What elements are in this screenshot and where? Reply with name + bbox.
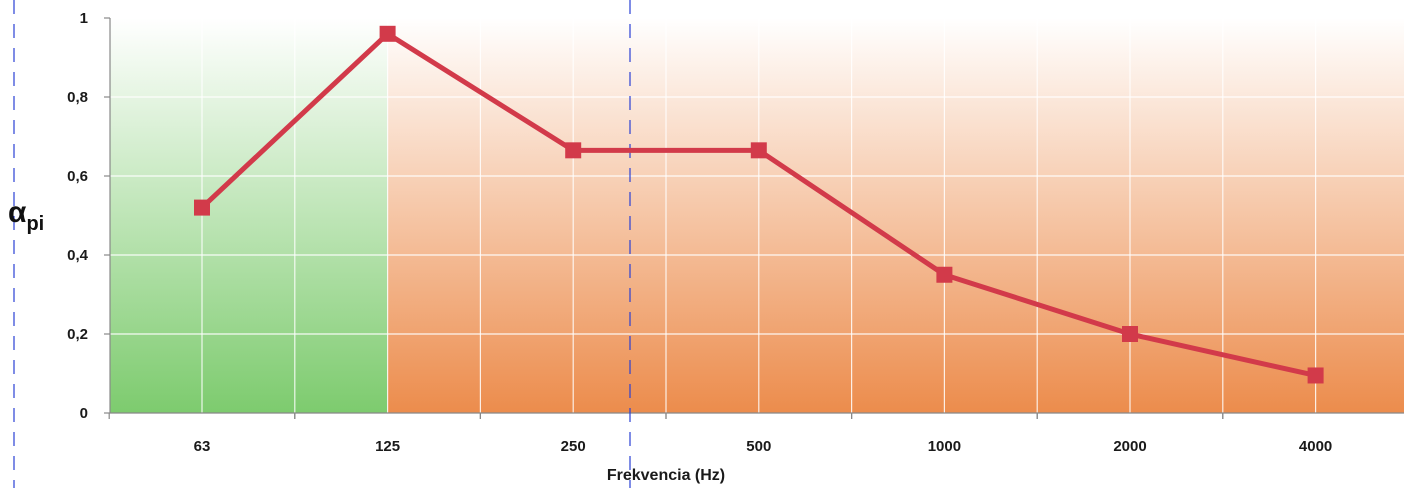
data-point-1000 xyxy=(936,266,953,283)
x-tick-label: 250 xyxy=(561,438,586,455)
y-axis-title-main: α xyxy=(8,196,27,229)
x-axis-title: Frekvencia (Hz) xyxy=(607,467,725,484)
data-point-250 xyxy=(565,142,582,159)
green-zone xyxy=(110,18,388,413)
labels: 0 0,2 0,4 0,6 0,8 1 63 125 250 500 1000 2000 4000 xyxy=(67,10,1332,455)
x-tick-label: 63 xyxy=(194,438,211,455)
data-point-125 xyxy=(379,25,396,42)
y-axis-title-sub: pi xyxy=(26,213,44,235)
y-tick-label: 0 xyxy=(80,405,88,422)
x-tick-label: 125 xyxy=(375,438,400,455)
series xyxy=(194,25,1324,384)
axes xyxy=(104,17,1404,419)
y-tick-label: 0,6 xyxy=(67,168,88,185)
data-point-4000 xyxy=(1307,367,1324,384)
data-point-2000 xyxy=(1122,326,1138,342)
y-tick-label: 0,8 xyxy=(67,89,88,106)
y-tick-label: 1 xyxy=(80,10,88,27)
orange-zone xyxy=(387,18,1404,413)
data-point-63 xyxy=(194,199,210,216)
y-axis-title: αpi xyxy=(8,196,44,235)
x-tick-label: 4000 xyxy=(1299,438,1332,455)
y-tick-label: 0,2 xyxy=(67,326,88,343)
y-tick-label: 0,4 xyxy=(67,247,89,264)
x-tick-label: 500 xyxy=(746,438,771,455)
grid-lines xyxy=(110,17,1404,413)
x-tick-label: 1000 xyxy=(928,438,961,455)
x-tick-label: 2000 xyxy=(1113,438,1146,455)
reference-lines xyxy=(13,0,631,488)
data-point-500 xyxy=(750,142,767,159)
background-regions xyxy=(110,18,1404,413)
